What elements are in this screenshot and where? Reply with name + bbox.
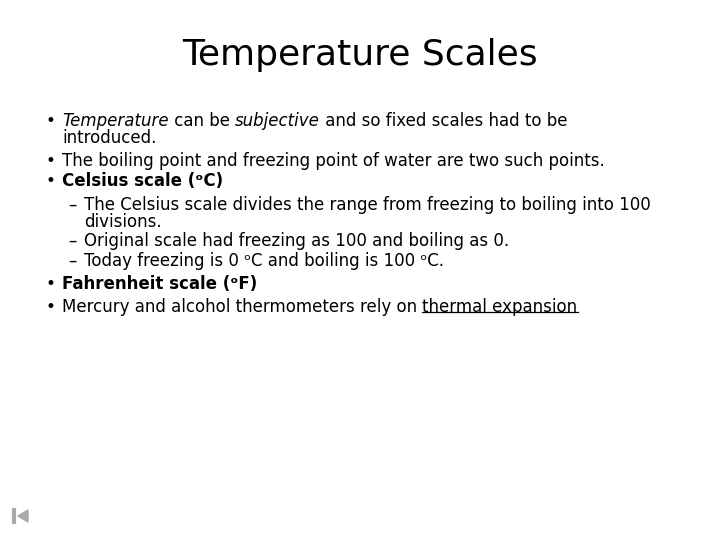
Text: •: • [45, 112, 55, 130]
Text: The Celsius scale divides the range from freezing to boiling into 100: The Celsius scale divides the range from… [84, 196, 651, 214]
Text: –: – [68, 196, 76, 214]
Text: •: • [45, 298, 55, 316]
Text: •: • [45, 172, 55, 190]
Text: –: – [68, 252, 76, 270]
Text: The boiling point and freezing point of water are two such points.: The boiling point and freezing point of … [62, 152, 605, 170]
Text: can be: can be [168, 112, 235, 130]
Text: divisions.: divisions. [84, 213, 161, 231]
Text: •: • [45, 275, 55, 293]
Text: Temperature Scales: Temperature Scales [182, 38, 538, 72]
Text: and so fixed scales had to be: and so fixed scales had to be [320, 112, 567, 130]
Text: thermal expansion: thermal expansion [423, 298, 577, 316]
Text: Celsius scale (ᵒC): Celsius scale (ᵒC) [62, 172, 223, 190]
Text: –: – [68, 232, 76, 250]
Text: Fahrenheit scale (ᵒF): Fahrenheit scale (ᵒF) [62, 275, 257, 293]
Text: introduced.: introduced. [62, 129, 156, 147]
Text: Today freezing is 0 ᵒC and boiling is 100 ᵒC.: Today freezing is 0 ᵒC and boiling is 10… [84, 252, 444, 270]
Text: Original scale had freezing as 100 and boiling as 0.: Original scale had freezing as 100 and b… [84, 232, 509, 250]
Text: •: • [45, 152, 55, 170]
Text: Mercury and alcohol thermometers rely on: Mercury and alcohol thermometers rely on [62, 298, 423, 316]
Text: Temperature: Temperature [62, 112, 168, 130]
Text: subjective: subjective [235, 112, 320, 130]
